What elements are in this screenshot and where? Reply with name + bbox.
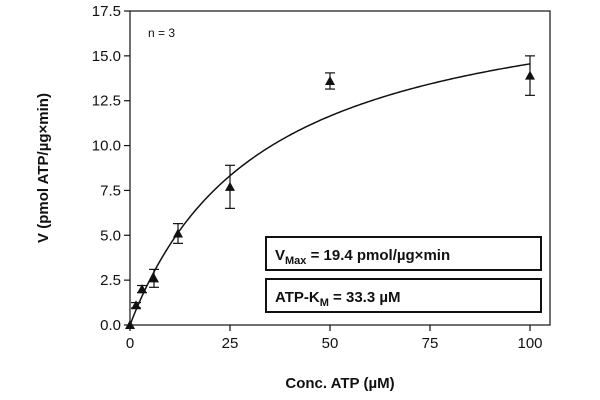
y-axis-label: V (pmol ATP/µg×min) (35, 93, 52, 243)
y-tick-label: 7.5 (100, 182, 121, 199)
x-tick-label: 25 (222, 335, 239, 352)
x-tick-label: 100 (517, 335, 542, 352)
data-point (137, 284, 147, 294)
parameter-box (265, 236, 542, 271)
parameter-box-label: ATP-KM = 33.3 µM (275, 289, 401, 309)
x-axis-ticks: 0 25 50 75 100 (126, 325, 543, 352)
y-tick-label: 2.5 (100, 272, 121, 289)
fit-curve (129, 63, 531, 326)
x-tick-label: 75 (422, 335, 439, 352)
data-point (225, 181, 235, 191)
y-tick-label: 10.0 (92, 138, 121, 155)
data-point (131, 300, 141, 310)
y-tick-label: 15.0 (92, 48, 121, 65)
x-axis-label: Conc. ATP (µM) (285, 375, 394, 392)
parameter-box (265, 278, 542, 313)
x-tick-label: 0 (126, 335, 134, 352)
y-axis-ticks: 0.0 2.5 5.0 7.5 10.0 12.5 15.0 17.5 (92, 3, 130, 334)
y-tick-label: 5.0 (100, 227, 121, 244)
y-tick-label: 12.5 (92, 93, 121, 110)
data-points (125, 55, 535, 329)
x-tick-label: 50 (322, 335, 339, 352)
parameter-box-label: VMax = 19.4 pmol/µg×min (275, 247, 450, 267)
data-point (149, 273, 159, 283)
plot-frame (129, 10, 551, 326)
data-point (173, 228, 183, 238)
y-tick-label: 17.5 (92, 3, 121, 20)
data-point (125, 320, 135, 329)
sample-size-note: n = 3 (148, 26, 175, 40)
data-point (525, 70, 535, 80)
data-point (325, 75, 335, 85)
y-tick-label: 0.0 (100, 317, 121, 334)
parameter-boxes: VMax = 19.4 pmol/µg×min ATP-KM = 33.3 µM (265, 236, 542, 313)
